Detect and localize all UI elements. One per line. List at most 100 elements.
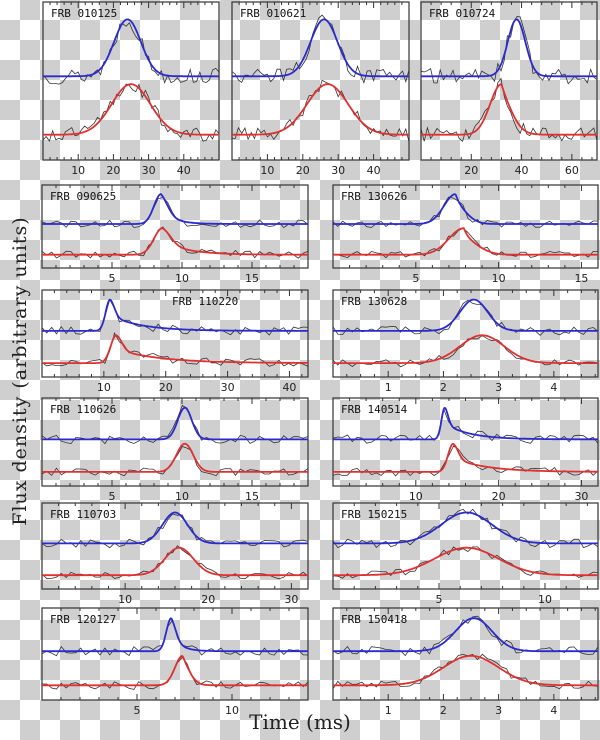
panel-frb-110626: 5 10 15 FRB 110626: [41, 397, 309, 503]
upper-fit-curve: [232, 18, 409, 78]
panel-frb-010125: 10 20 30 40 FRB 010125: [42, 1, 220, 177]
lower-fit-curve: [333, 654, 598, 687]
upper-data-trace: [41, 513, 309, 549]
lower-fit-curve: [333, 227, 598, 256]
x-tick-label: 1: [385, 704, 392, 717]
x-tick-label: 4: [550, 381, 557, 394]
lower-data-trace: [332, 653, 599, 690]
x-tick-label: 10: [492, 272, 506, 285]
x-tick-label: 40: [515, 164, 529, 177]
x-tick-label: 20: [106, 164, 120, 177]
panel-label: FRB 150215: [341, 508, 407, 521]
x-tick-label: 20: [201, 593, 215, 606]
upper-fit-curve: [43, 18, 219, 78]
x-tick-label: 2: [440, 381, 447, 394]
x-tick-label: 15: [245, 272, 259, 285]
lower-fit-curve: [333, 546, 598, 577]
lower-fit-curve: [333, 442, 598, 473]
lower-fit-curve: [42, 442, 308, 473]
upper-fit-curve: [333, 511, 598, 545]
upper-data-trace: [231, 14, 410, 84]
panel-frame: [420, 1, 598, 161]
upper-fit-curve: [333, 193, 598, 225]
panel-frame: [41, 184, 309, 269]
x-tick-label: 5: [436, 593, 443, 606]
upper-fit-curve: [42, 617, 308, 653]
x-tick-label: 5: [109, 272, 116, 285]
panel-frame: [41, 397, 309, 487]
upper-fit-curve: [42, 193, 308, 225]
x-tick-label: 10: [409, 490, 423, 503]
panel-label: FRB 140514: [341, 403, 408, 416]
upper-data-trace: [420, 16, 598, 85]
y-axis-label: Flux density (arbitrary units): [9, 216, 31, 526]
panel-frame: [42, 1, 220, 161]
lower-fit-curve: [42, 654, 308, 687]
upper-fit-curve: [333, 298, 598, 332]
x-tick-label: 20: [464, 164, 478, 177]
upper-data-trace: [42, 22, 220, 85]
panel-frb-140514: 10 20 30 FRB 140514: [332, 397, 599, 503]
lower-data-trace: [41, 331, 309, 367]
x-tick-label: 3: [495, 381, 502, 394]
x-tick-label: 10: [260, 164, 274, 177]
panel-label: FRB 110220: [172, 295, 238, 308]
panel-label: FRB 120127: [50, 613, 116, 626]
panel-label: FRB 110703: [50, 508, 116, 521]
lower-fit-curve: [421, 83, 597, 136]
x-tick-label: 30: [574, 490, 588, 503]
lower-fit-curve: [42, 546, 308, 577]
x-tick-label: 20: [492, 490, 506, 503]
x-tick-label: 1: [385, 381, 392, 394]
panel-label: FRB 010125: [51, 7, 117, 20]
lower-data-trace: [332, 546, 599, 579]
x-tick-label: 40: [282, 381, 296, 394]
panel-frb-150215: 5 10 FRB 150215: [332, 502, 599, 606]
panel-frb-130628: 1 2 3 4 FRB 130628: [332, 289, 599, 394]
x-tick-label: 30: [331, 164, 345, 177]
panel-frame: [41, 289, 309, 378]
panel-frame: [332, 502, 599, 590]
lower-data-trace: [232, 79, 410, 142]
lower-data-trace: [41, 545, 309, 580]
upper-fit-curve: [333, 617, 598, 653]
panel-frb-120127: 5 10 FRB 120127: [41, 607, 309, 717]
panel-frame: [231, 1, 410, 161]
lower-fit-curve: [42, 227, 308, 256]
panel-frb-010724: 20 40 60 FRB 010724: [420, 1, 598, 177]
panel-frb-110703: 10 20 30 FRB 110703: [41, 502, 309, 606]
x-tick-label: 10: [175, 490, 189, 503]
x-tick-label: 15: [574, 272, 588, 285]
panel-frame: [332, 607, 599, 701]
panel-label: FRB 130628: [341, 295, 407, 308]
panel-frb-110220: 10 20 30 40 FRB 110220: [41, 289, 309, 394]
upper-fit-curve: [42, 511, 308, 545]
x-tick-label: 10: [175, 272, 189, 285]
panel-label: FRB 110626: [50, 403, 116, 416]
panel-label: FRB 010621: [240, 7, 306, 20]
x-tick-label: 40: [367, 164, 381, 177]
lower-fit-curve: [42, 334, 308, 365]
x-tick-label: 10: [71, 164, 85, 177]
panel-label: FRB 130626: [341, 190, 407, 203]
x-axis-label: Time (ms): [249, 710, 351, 734]
upper-fit-curve: [421, 18, 597, 78]
lower-fit-curve: [43, 83, 219, 136]
panel-label: FRB 150418: [341, 613, 407, 626]
x-tick-label: 5: [134, 704, 141, 717]
lower-data-trace: [332, 445, 599, 477]
x-tick-label: 10: [225, 704, 239, 717]
panel-frame: [332, 289, 599, 378]
x-tick-label: 30: [221, 381, 235, 394]
x-tick-label: 60: [565, 164, 579, 177]
x-tick-label: 10: [97, 381, 111, 394]
x-tick-label: 20: [296, 164, 310, 177]
panel-label: FRB 010724: [429, 7, 496, 20]
lower-fit-curve: [333, 334, 598, 365]
x-tick-label: 20: [159, 381, 173, 394]
x-tick-label: 5: [109, 490, 116, 503]
panel-frb-130626: 5 10 15 FRB 130626: [332, 184, 599, 285]
upper-fit-curve: [42, 406, 308, 441]
x-tick-label: 5: [412, 272, 419, 285]
panel-frb-150418: 1 2 3 4 FRB 150418: [332, 607, 599, 717]
